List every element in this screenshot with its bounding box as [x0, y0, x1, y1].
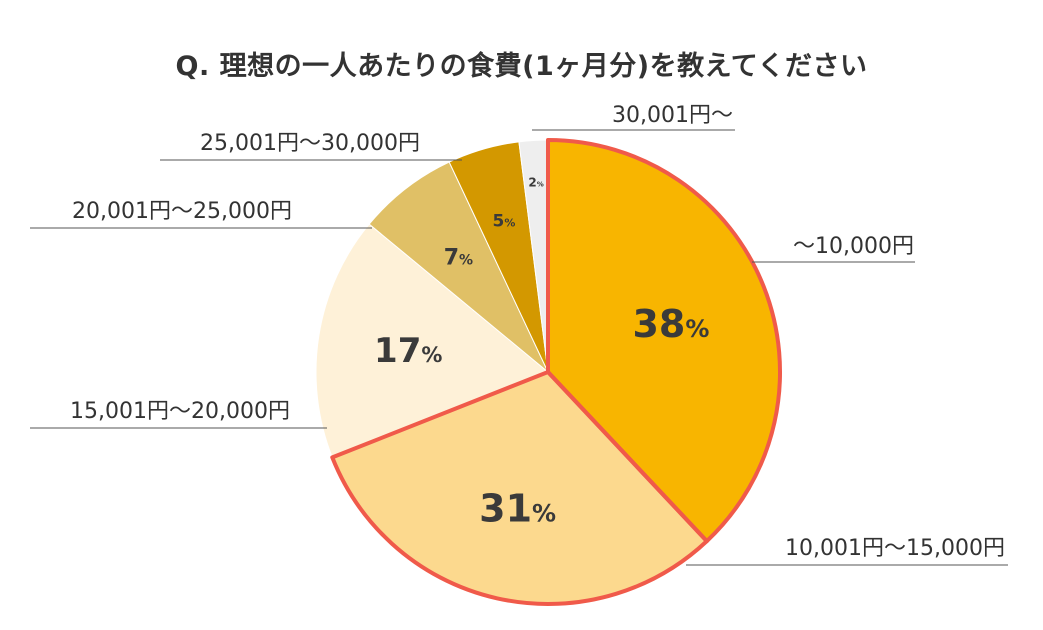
- highlight-border: [546, 138, 782, 544]
- slice-percent-label: 38%: [632, 302, 709, 346]
- slice-category-label: 10,001円〜15,000円: [785, 536, 1005, 561]
- highlight-border: [330, 370, 709, 606]
- slice-percent-label: 31%: [479, 487, 556, 531]
- slice-category-label: 30,001円〜: [612, 103, 733, 128]
- chart-title: Q. 理想の一人あたりの食費(1ヶ月分)を教えてください: [175, 51, 868, 82]
- slice-percent-label: 5%: [493, 212, 516, 232]
- slice-category-label: 25,001円〜30,000円: [200, 131, 420, 156]
- pie-slice: [368, 161, 549, 373]
- slice-category-label: 15,001円〜20,000円: [70, 399, 290, 424]
- slice-category-label: 20,001円〜25,000円: [72, 199, 292, 224]
- slice-category-label: 〜10,000円: [793, 234, 914, 259]
- pie-slice: [315, 223, 549, 459]
- slice-percent-label: 2%: [528, 175, 543, 189]
- slice-percent-label: 7%: [444, 245, 473, 270]
- slice-percent-label: 17%: [374, 331, 442, 371]
